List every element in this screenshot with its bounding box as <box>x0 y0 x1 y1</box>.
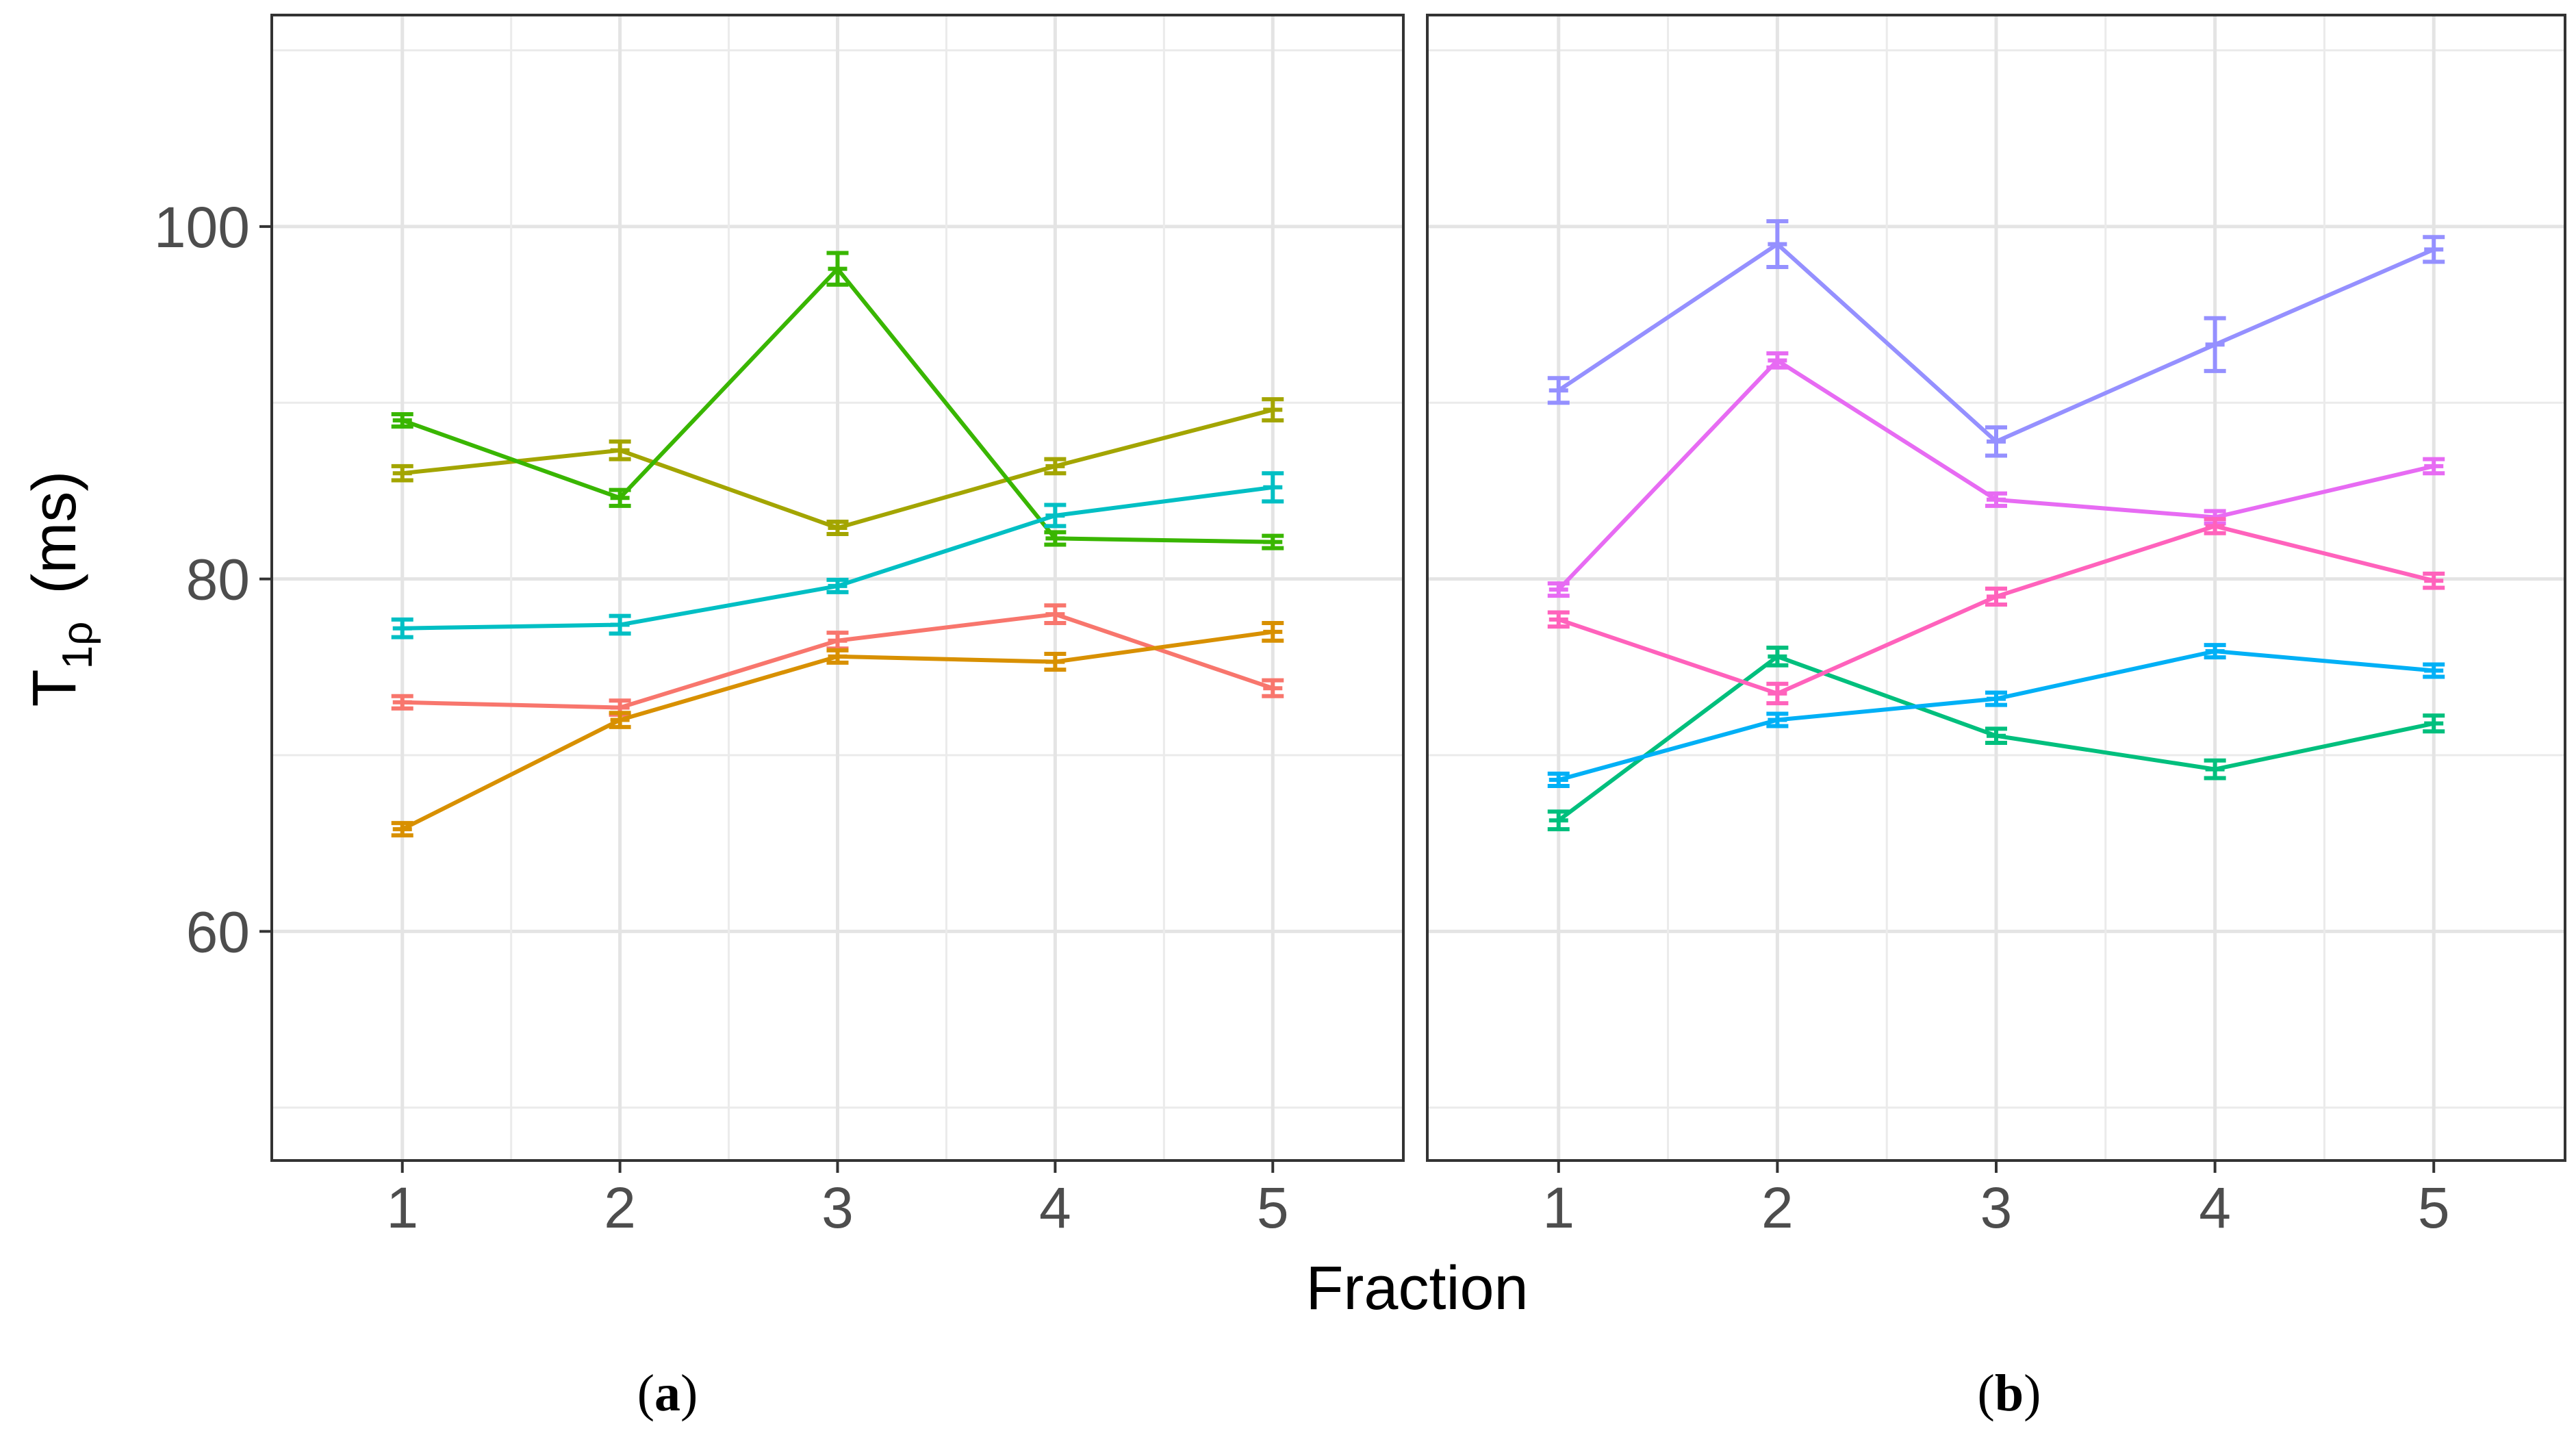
series-3 <box>391 397 1284 536</box>
error-bar <box>1985 690 2007 707</box>
error-bar <box>2204 517 2226 535</box>
y-tick-label: 80 <box>186 548 250 612</box>
panel-a-data <box>391 251 1284 838</box>
panel-a: 60 80 100 1 2 3 4 5 <box>154 14 1405 1240</box>
error-bar <box>1044 603 1067 625</box>
error-bar <box>391 411 413 429</box>
svg-text:T1ρ(ms): T1ρ (ms) <box>21 471 101 707</box>
series-2 <box>391 620 1284 838</box>
error-bar <box>2423 457 2445 476</box>
error-bar <box>1766 219 1789 270</box>
error-bar <box>826 519 849 536</box>
error-bar <box>2423 662 2445 679</box>
error-bar <box>609 439 631 461</box>
error-bar <box>2423 235 2445 264</box>
error-bar <box>826 251 849 287</box>
error-bar <box>1766 646 1789 668</box>
error-bar <box>1547 809 1570 832</box>
x-tick-label: 1 <box>1542 1176 1574 1240</box>
error-bar <box>1262 471 1284 504</box>
y-tick-label: 100 <box>154 195 250 259</box>
panel-b-x-ticks: 1 2 3 4 5 <box>1542 1160 2450 1240</box>
error-bar <box>2204 643 2226 660</box>
error-bar <box>1044 457 1067 476</box>
error-bar <box>391 694 413 711</box>
x-tick-label: 3 <box>821 1176 854 1240</box>
error-bar <box>1262 678 1284 698</box>
error-bar <box>826 577 849 594</box>
error-bar <box>1766 681 1789 706</box>
series-3 <box>1547 219 2445 458</box>
error-bar <box>1985 726 2007 745</box>
caption-a: (a) <box>637 1365 698 1422</box>
error-bar <box>2204 316 2226 373</box>
x-tick-label: 2 <box>604 1176 636 1240</box>
panel-b: 1 2 3 4 5 <box>1426 14 2566 1240</box>
panel-b-data <box>1547 219 2445 832</box>
error-bar <box>1262 397 1284 422</box>
error-bar <box>1985 425 2007 458</box>
error-bar <box>1262 533 1284 550</box>
error-bar <box>391 464 413 483</box>
error-bar <box>2204 758 2226 781</box>
error-bar <box>1766 351 1789 370</box>
y-title-units: (ms) <box>21 471 89 594</box>
error-bar <box>1044 652 1067 672</box>
y-title-main: T <box>21 669 89 707</box>
error-bar <box>609 487 631 508</box>
panel-a-x-ticks: 1 2 3 4 5 <box>386 1160 1289 1240</box>
error-bar <box>2423 571 2445 590</box>
x-tick-label: 5 <box>1257 1176 1289 1240</box>
error-bar <box>1547 772 1570 789</box>
x-tick-label: 1 <box>386 1176 418 1240</box>
error-bar <box>1262 620 1284 643</box>
x-axis-title: Fraction <box>1305 1254 1528 1323</box>
error-bar <box>1547 581 1570 598</box>
error-bar <box>1766 711 1789 728</box>
caption-b: (b) <box>1978 1365 2041 1422</box>
error-bar <box>609 711 631 729</box>
panel-a-y-ticks: 60 80 100 <box>154 195 272 964</box>
error-bar <box>1044 503 1067 529</box>
error-bar <box>609 613 631 636</box>
error-bar <box>1547 610 1570 629</box>
y-axis-title: T1ρ (ms) <box>21 471 101 707</box>
error-bar <box>1985 491 2007 508</box>
error-bar <box>1044 530 1067 547</box>
series-4 <box>391 251 1284 550</box>
x-tick-label: 4 <box>2199 1176 2231 1240</box>
x-tick-label: 5 <box>2418 1176 2450 1240</box>
y-tick-label: 60 <box>186 900 250 964</box>
x-tick-label: 4 <box>1039 1176 1071 1240</box>
y-title-subscript: 1ρ <box>54 622 101 670</box>
x-tick-label: 2 <box>1761 1176 1794 1240</box>
series-2 <box>1547 643 2445 789</box>
error-bar <box>826 648 849 665</box>
error-bar <box>2423 713 2445 734</box>
series-5 <box>391 471 1284 639</box>
error-bar <box>1985 586 2007 607</box>
error-bar <box>391 617 413 639</box>
series-1 <box>1547 646 2445 832</box>
error-bar <box>391 821 413 838</box>
series-5 <box>1547 517 2445 706</box>
x-tick-label: 3 <box>1980 1176 2013 1240</box>
error-bar <box>1547 376 1570 405</box>
